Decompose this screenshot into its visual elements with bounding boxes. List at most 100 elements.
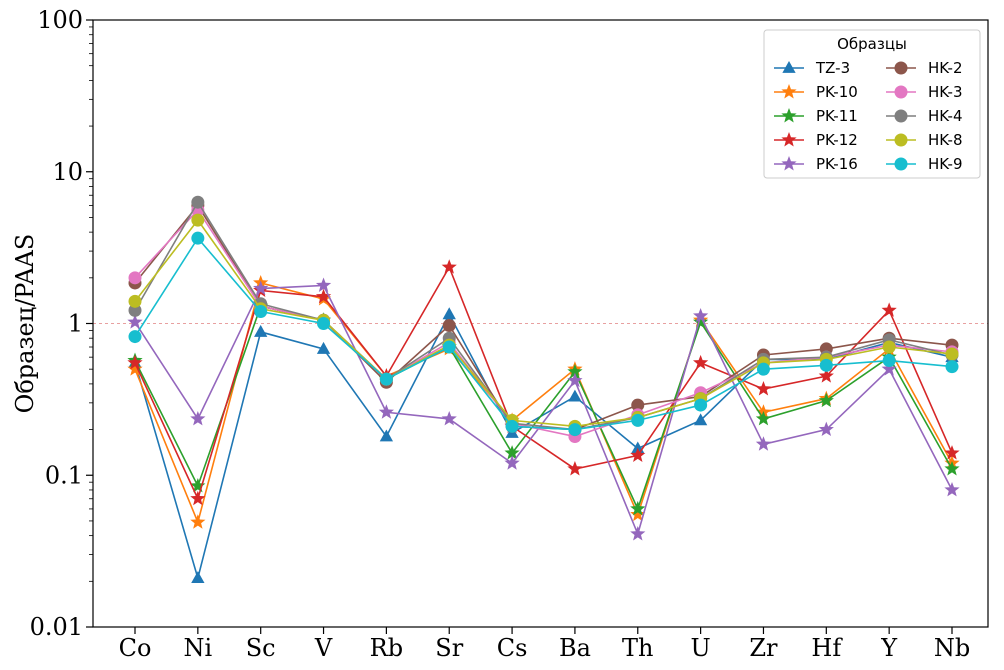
data-point-pk-12-v <box>315 288 332 304</box>
y-tick-label: 0.01 <box>30 613 83 641</box>
y-tick-label: 0.1 <box>45 461 83 489</box>
legend-item-hk-8: HK-8 <box>886 131 963 149</box>
y-tick-label: 1 <box>68 310 83 338</box>
legend-label: HK-8 <box>928 131 963 149</box>
legend-label: PK-11 <box>816 107 858 125</box>
data-point-pk-11-th <box>630 500 646 516</box>
legend-label: TZ-3 <box>815 59 850 77</box>
x-tick-label-ni: Ni <box>184 634 213 662</box>
data-point-tz-3-u <box>693 413 708 426</box>
x-tick-label-u: U <box>690 634 710 662</box>
data-point-pk-12-th <box>630 447 646 462</box>
data-point-pk-16-sr <box>441 410 457 426</box>
data-point-tz-3-sc <box>254 324 268 337</box>
x-tick-label-nb: Nb <box>934 634 970 662</box>
data-point-hk-3-co <box>128 271 142 285</box>
legend-marker <box>781 108 797 123</box>
legend-marker <box>894 61 908 75</box>
data-point-hk-2-th <box>631 398 645 412</box>
legend-item-hk-3: HK-3 <box>886 83 963 101</box>
legend-marker <box>781 84 797 99</box>
data-point-pk-16-u <box>693 308 709 323</box>
data-point-pk-16-cs <box>504 455 520 470</box>
legend-label: PK-16 <box>816 155 858 173</box>
data-point-pk-12-sr <box>441 259 457 274</box>
data-point-pk-16-zr <box>755 436 772 451</box>
legend-label: PK-10 <box>816 83 858 101</box>
data-point-pk-12-u <box>693 354 709 370</box>
series-pk-16 <box>127 277 960 541</box>
data-point-pk-11-cs <box>504 445 520 460</box>
data-point-tz-3-sr <box>442 307 456 320</box>
data-point-pk-10-th <box>630 506 646 522</box>
data-point-hk-9-sr <box>442 340 456 354</box>
data-point-pk-16-ni <box>190 410 206 426</box>
x-tick-label-rb: Rb <box>370 634 403 662</box>
data-point-pk-11-zr <box>755 410 772 426</box>
x-tick-label-hf: Hf <box>811 634 843 662</box>
axis-layer: 0.01 0.1 1 10 100 Co Ni Sc V Rb Sr Cs Ba Th U Zr Hf Y Nb <box>30 6 971 662</box>
data-point-pk-12-hf <box>818 368 834 383</box>
data-point-hk-9-cs <box>505 419 519 433</box>
data-point-hk-9-y <box>882 354 896 368</box>
legend-label: HK-3 <box>928 83 963 101</box>
data-point-pk-12-y <box>881 302 897 317</box>
legend-title: Образцы <box>837 35 907 53</box>
data-point-pk-16-ba <box>567 372 583 388</box>
legend-marker <box>894 85 908 99</box>
data-point-hk-9-th <box>631 413 645 427</box>
data-point-pk-12-ba <box>567 460 583 476</box>
legend-marker <box>894 133 908 147</box>
data-point-hk-9-u <box>694 398 708 412</box>
data-point-tz-3-ba <box>568 389 582 402</box>
legend: Образцы TZ-3 PK-10 PK-11 PK-12 PK-16 HK-2 HK-3 H… <box>763 29 981 179</box>
data-point-pk-16-th <box>630 526 646 541</box>
data-point-pk-12-ni <box>190 490 206 506</box>
data-point-pk-16-rb <box>378 404 394 419</box>
data-point-hk-9-ni <box>191 231 205 245</box>
data-point-pk-11-ni <box>190 477 206 493</box>
data-point-tz-3-v <box>316 341 331 354</box>
data-point-pk-11-u <box>693 314 709 329</box>
data-point-hk-9-rb <box>379 372 393 386</box>
data-point-hk-8-nb <box>945 347 959 361</box>
x-tick-label-co: Co <box>119 634 152 662</box>
data-point-pk-16-co <box>127 314 143 329</box>
y-tick-label: 10 <box>52 158 83 186</box>
data-point-hk-8-y <box>882 340 896 354</box>
legend-label: HK-2 <box>928 59 963 77</box>
data-point-hk-8-co <box>128 294 142 308</box>
legend-item-hk-4: HK-4 <box>886 107 963 125</box>
x-tick-label-sr: Sr <box>435 634 463 662</box>
legend-item-pk-12: PK-12 <box>774 131 858 149</box>
data-point-pk-16-y <box>881 361 897 376</box>
data-point-hk-9-zr <box>756 362 770 376</box>
legend-label: PK-12 <box>816 131 858 149</box>
x-tick-label-v: V <box>314 634 333 662</box>
legend-marker <box>781 156 797 171</box>
data-point-hk-2-sr <box>442 319 456 333</box>
data-point-hk-9-sc <box>254 304 268 318</box>
data-point-hk-8-ni <box>191 213 205 227</box>
y-tick-label: 100 <box>37 6 83 34</box>
data-point-hk-9-co <box>128 330 142 344</box>
x-tick-label-y: Y <box>880 634 898 662</box>
data-point-pk-16-nb <box>944 481 960 497</box>
legend-box <box>763 29 981 179</box>
legend-label: HK-4 <box>928 107 963 125</box>
series-hk-9 <box>128 231 959 437</box>
legend-item-hk-2: HK-2 <box>886 59 963 77</box>
legend-item-pk-16: PK-16 <box>774 155 858 173</box>
legend-marker <box>782 61 796 73</box>
data-point-hk-4-ni <box>191 195 205 209</box>
legend-marker <box>894 109 908 123</box>
series-line-hk-4 <box>134 200 953 431</box>
series-line-hk-9 <box>134 236 953 431</box>
legend-item-hk-9: HK-9 <box>886 155 963 173</box>
data-point-tz-3-rb <box>379 429 394 442</box>
legend-item-pk-11: PK-11 <box>774 107 858 125</box>
x-tick-label-zr: Zr <box>749 634 778 662</box>
data-point-pk-16-sc <box>253 280 269 295</box>
x-tick-label-th: Th <box>622 634 653 662</box>
